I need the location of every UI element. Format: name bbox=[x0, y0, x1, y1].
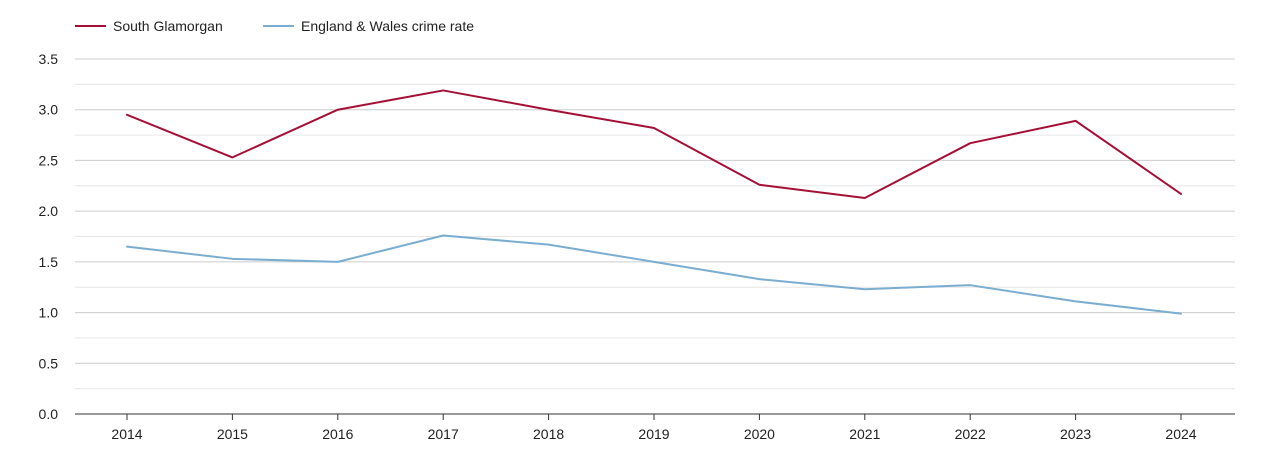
x-tick-label: 2024 bbox=[1165, 426, 1196, 442]
x-tick-label: 2021 bbox=[849, 426, 880, 442]
y-axis: 0.0 0.5 1.0 1.5 2.0 2.5 3.0 3.5 bbox=[39, 51, 59, 422]
y-tick-label: 1.5 bbox=[39, 254, 59, 270]
legend-label-england-wales: England & Wales crime rate bbox=[301, 18, 474, 34]
legend-label-south-glamorgan: South Glamorgan bbox=[113, 18, 223, 34]
y-tick-label: 2.5 bbox=[39, 152, 59, 168]
y-tick-label: 3.0 bbox=[39, 102, 59, 118]
x-tick-label: 2018 bbox=[533, 426, 564, 442]
x-tick-label: 2017 bbox=[428, 426, 459, 442]
y-tick-label: 0.5 bbox=[39, 355, 59, 371]
series-line-south-glamorgan[interactable] bbox=[126, 89, 1182, 199]
y-tick-label: 3.5 bbox=[39, 51, 59, 67]
x-tick-label: 2014 bbox=[111, 426, 142, 442]
y-tick-label: 2.0 bbox=[39, 203, 59, 219]
x-tick-label: 2020 bbox=[744, 426, 775, 442]
x-axis: 2014 2015 2016 2017 2018 2019 2020 2021 2022 2023… bbox=[75, 413, 1235, 442]
x-tick-label: 2015 bbox=[217, 426, 248, 442]
series-layer bbox=[126, 89, 1182, 315]
legend-item-south-glamorgan[interactable]: South Glamorgan bbox=[75, 18, 223, 34]
x-tick-label: 2016 bbox=[322, 426, 353, 442]
x-tick-label: 2023 bbox=[1060, 426, 1091, 442]
x-tick-label: 2022 bbox=[955, 426, 986, 442]
legend-item-england-wales[interactable]: England & Wales crime rate bbox=[263, 18, 474, 34]
x-tick-label: 2019 bbox=[638, 426, 669, 442]
y-tick-label: 0.0 bbox=[39, 406, 59, 422]
grid bbox=[75, 58, 1235, 390]
legend: South Glamorgan England & Wales crime ra… bbox=[75, 18, 474, 34]
y-tick-label: 1.0 bbox=[39, 305, 59, 321]
series-line-england-wales[interactable] bbox=[126, 234, 1182, 315]
